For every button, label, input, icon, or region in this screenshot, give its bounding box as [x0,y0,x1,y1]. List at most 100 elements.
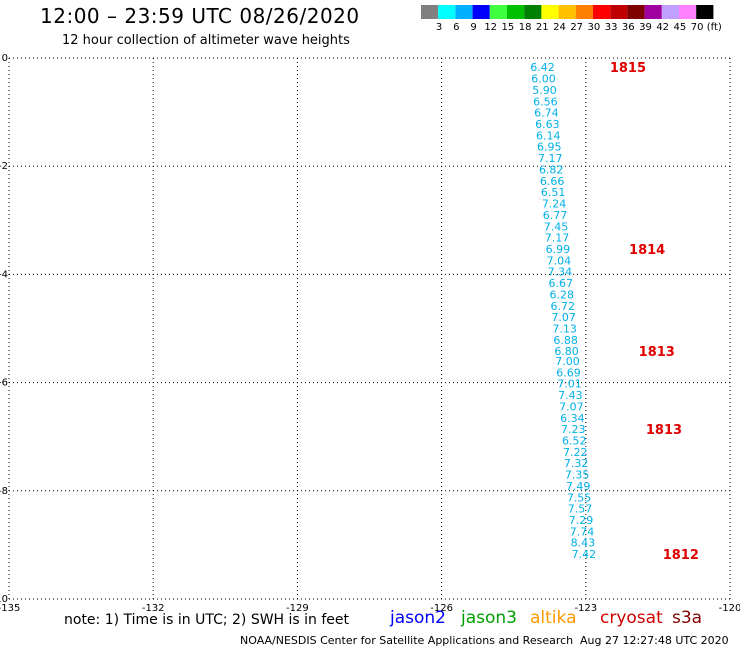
wave-height-point: 7.04 [547,254,572,267]
colorbar-label: 3 [435,22,443,33]
wave-height-point: 7.17 [545,232,570,245]
x-tick-label: -135 [0,603,20,614]
colorbar-swatch [627,5,645,19]
x-tick-label: -132 [142,603,165,614]
wave-height-point: 7.35 [565,469,590,482]
wave-height-point: 7.57 [568,503,593,516]
y-tick-label: -2 [0,161,8,172]
y-tick-label: -8 [0,486,8,497]
colorbar-swatch [507,5,525,19]
colorbar-label: 18 [518,22,532,33]
time-label: 1815 [610,61,646,76]
wave-height-point: 6.14 [536,129,561,142]
wave-height-point: 7.00 [555,355,580,368]
colorbar-label: (ft) [706,22,722,33]
wave-height-point: 7.49 [566,480,591,493]
colorbar-swatch [644,5,662,19]
wave-height-point: 7.45 [544,220,569,233]
x-tick-label: -126 [430,603,453,614]
colorbar-swatch [679,5,697,19]
colorbar-label: 15 [501,22,515,33]
colorbar-label: 27 [570,22,584,33]
wave-height-point: 7.23 [561,423,586,436]
y-tick-label: -10 [0,594,8,605]
y-tick-label: -4 [0,269,8,280]
colorbar-swatch [575,5,593,19]
wave-height-point: 6.72 [550,300,575,313]
colorbar-swatch [524,5,542,19]
x-tick-label: -123 [574,603,597,614]
chart-subtitle: 12 hour collection of altimeter wave hei… [62,33,350,48]
wave-height-point: 6.80 [554,345,579,358]
generated-timestamp: Aug 27 12:27:48 UTC 2020 [580,634,729,647]
wave-height-point: 6.34 [560,412,585,425]
wave-height-chart: -135 -132 -129 -126 -123 -120 0 -2 -4 -6 -8 -10 6.42… [0,53,740,614]
colorbar-swatch [472,5,490,19]
x-tick-label: -120 [719,603,740,614]
colorbar-label: 9 [470,22,477,33]
wave-height-point: 6.28 [550,288,575,301]
legend-jason2: jason2 [390,608,446,628]
wave-height-point: 6.66 [540,175,565,188]
colorbar-swatch [489,5,507,19]
colorbar-label: 39 [639,22,652,33]
colorbar-label: 6 [453,22,460,33]
colorbar-swatch [421,5,439,19]
time-label: 1813 [639,345,675,360]
y-tick-label: -6 [0,378,8,389]
credit-text: NOAA/NESDIS Center for Satellite Applica… [240,634,574,647]
wave-height-point: 7.07 [559,400,584,413]
colorbar-legend [421,5,714,19]
legend-cryosat: cryosat [600,608,663,628]
legend-altika: altika [530,608,577,628]
colorbar-swatch [610,5,628,19]
wave-height-point: 6.56 [533,95,558,108]
colorbar-label: 70 [690,22,704,33]
x-tick-label: -129 [286,603,309,614]
colorbar-label: 45 [673,22,687,33]
wave-height-point: 6.99 [546,243,571,256]
colorbar-label: 21 [535,22,549,33]
wave-height-point: 7.17 [538,152,563,165]
wave-height-point: 6.77 [543,209,568,222]
chart-title: 12:00 – 23:59 UTC 08/26/2020 [40,4,360,28]
wave-height-point: 6.52 [562,434,587,447]
legend-s3a: s3a [672,608,703,628]
wave-height-point: 7.55 [567,491,592,504]
wave-height-point: 7.13 [552,323,577,336]
wave-height-point: 7.43 [558,389,583,402]
wave-height-point: 7.22 [563,446,588,459]
wave-height-point: 6.95 [537,141,562,154]
footer-note: note: 1) Time is in UTC; 2) SWH is in fe… [64,612,350,628]
wave-height-point: 5.90 [532,84,557,97]
wave-height-point: 6.51 [541,186,566,199]
wave-height-point: 6.88 [553,334,578,347]
wave-height-point: 7.29 [569,514,594,527]
colorbar-swatch [558,5,576,19]
wave-height-point: 7.32 [564,457,589,470]
time-label: 1812 [663,548,699,563]
colorbar-label: 24 [553,22,566,33]
wave-height-point: 6.74 [534,107,559,120]
colorbar-swatch [661,5,679,19]
colorbar-swatch [696,5,714,19]
colorbar-label: 30 [587,22,601,33]
wave-height-point: 6.69 [556,366,581,379]
wave-height-point: 7.24 [542,198,567,211]
y-tick-label: 0 [2,53,8,64]
time-label: 1814 [629,243,665,258]
legend-jason3: jason3 [461,608,517,628]
wave-height-point: 7.07 [551,311,576,324]
wave-height-point: 6.67 [549,277,574,290]
time-label: 1813 [646,423,682,438]
colorbar-swatch [438,5,456,19]
colorbar-label: 36 [621,22,635,33]
colorbar-swatch [593,5,611,19]
wave-height-point: 7.74 [570,525,595,538]
wave-height-point: 7.34 [548,266,573,279]
wave-height-point: 7.01 [557,378,582,391]
colorbar-label: 12 [484,22,498,33]
colorbar-label: 42 [656,22,670,33]
wave-height-point: 6.42 [530,61,555,74]
colorbar-swatch [455,5,473,19]
